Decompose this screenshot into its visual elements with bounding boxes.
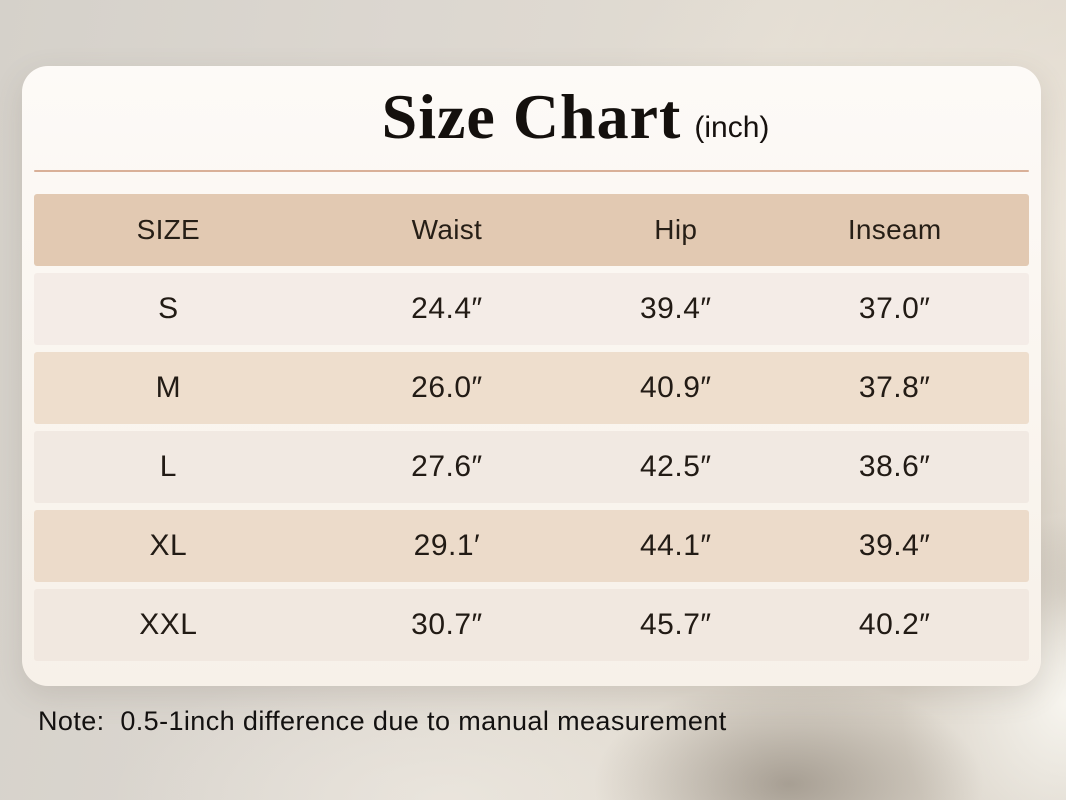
note-text: Note: 0.5-1inch difference due to manual…: [38, 706, 727, 736]
hip-cell: 45.7″: [640, 608, 712, 641]
size-table: SIZE Waist Hip Inseam S 24.4″ 39.4″ 37.0…: [34, 194, 1029, 661]
size-cell: XL: [149, 529, 188, 562]
inseam-cell: 38.6″: [858, 450, 931, 483]
table-row-l: L 27.6″ 42.5″ 38.6″: [34, 431, 1029, 503]
page-title: Size Chart (inch): [381, 81, 770, 152]
size-chart-card: Size Chart (inch) SIZE Waist Hip Inseam …: [22, 66, 1041, 686]
inseam-cell: 40.2″: [858, 608, 931, 641]
title-divider: [34, 170, 1029, 172]
inseam-cell: 37.8″: [858, 371, 931, 404]
header-cell-waist: Waist: [411, 214, 483, 245]
table-row-xl: XL 29.1′ 44.1″ 39.4″: [34, 510, 1029, 582]
size-cell: M: [155, 371, 182, 404]
hip-cell: 44.1″: [640, 529, 712, 562]
table-header-row: SIZE Waist Hip Inseam: [34, 194, 1029, 266]
inseam-cell: 39.4″: [858, 529, 931, 562]
header-cell-size: SIZE: [136, 214, 201, 245]
table-row-m: M 26.0″ 40.9″ 37.8″: [34, 352, 1029, 424]
header-cell-hip: Hip: [654, 214, 698, 245]
title-row: Size Chart (inch): [34, 66, 1029, 168]
waist-cell: 27.6″: [411, 450, 483, 483]
hip-cell: 40.9″: [640, 371, 712, 404]
size-cell: L: [159, 450, 177, 483]
hip-cell: 39.4″: [640, 292, 712, 325]
size-cell: XXL: [139, 608, 198, 641]
waist-cell: 26.0″: [411, 371, 483, 404]
table-row-s: S 24.4″ 39.4″ 37.0″: [34, 273, 1029, 345]
size-cell: S: [158, 292, 179, 325]
waist-cell: 30.7″: [411, 608, 483, 641]
waist-cell: 24.4″: [411, 292, 483, 325]
header-cell-inseam: Inseam: [847, 214, 942, 245]
title-unit-label: (inch): [694, 111, 770, 144]
table-row-xxl: XXL 30.7″ 45.7″ 40.2″: [34, 589, 1029, 661]
hip-cell: 42.5″: [640, 450, 712, 483]
inseam-cell: 37.0″: [858, 292, 931, 325]
waist-cell: 29.1′: [413, 529, 481, 562]
